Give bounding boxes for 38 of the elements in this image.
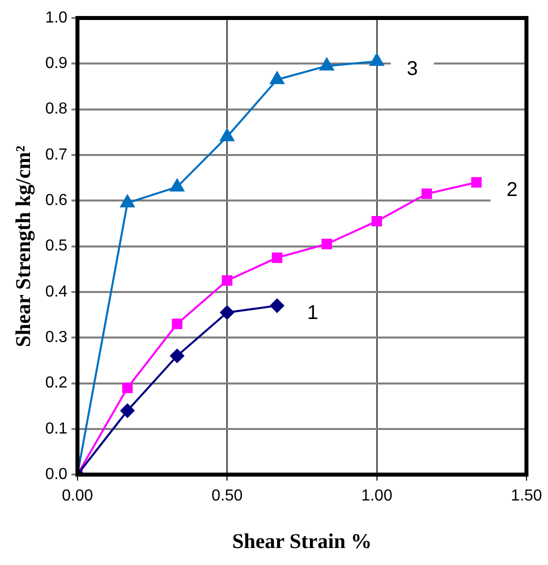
- y-tick-label: 0.1: [45, 420, 68, 438]
- x-tick-label: 0.50: [212, 488, 243, 505]
- x-tick-label: 0.00: [62, 488, 94, 505]
- point: [422, 188, 432, 200]
- point: [272, 252, 282, 263]
- y-tick-label: 1.0: [45, 9, 68, 26]
- series-label: 1: [307, 302, 318, 324]
- point: [120, 194, 134, 208]
- y-tick-label: 0.4: [45, 283, 68, 300]
- y-tick-label: 0.5: [45, 238, 68, 255]
- y-tick-label: 0.3: [45, 329, 68, 346]
- point: [270, 298, 284, 313]
- series-label: 2: [506, 178, 518, 201]
- point: [120, 404, 134, 418]
- point: [122, 382, 133, 394]
- point: [372, 216, 382, 226]
- series-label: 3: [406, 58, 418, 80]
- point: [320, 58, 334, 70]
- y-tick-label: 0.2: [45, 374, 68, 392]
- y-axis-title: Shear Strength kg/cm²: [11, 146, 36, 348]
- x-axis-title: Shear Strain %: [232, 528, 372, 553]
- point: [170, 348, 184, 363]
- y-tick-label: 0.0: [45, 466, 68, 484]
- y-tick-label: 0.6: [45, 192, 68, 210]
- x-tick-label: 1.00: [361, 488, 392, 505]
- point: [220, 306, 234, 320]
- point: [220, 128, 234, 142]
- y-tick-label: 0.9: [45, 55, 68, 72]
- x-tick-label: 1.50: [510, 488, 542, 505]
- point: [370, 53, 384, 66]
- y-tick-label: 0.7: [45, 146, 68, 164]
- point: [322, 238, 332, 250]
- point: [170, 178, 184, 192]
- point: [222, 275, 232, 286]
- point: [270, 72, 284, 84]
- y-tick-label: 0.8: [45, 100, 68, 118]
- point: [172, 318, 182, 330]
- point: [471, 177, 482, 188]
